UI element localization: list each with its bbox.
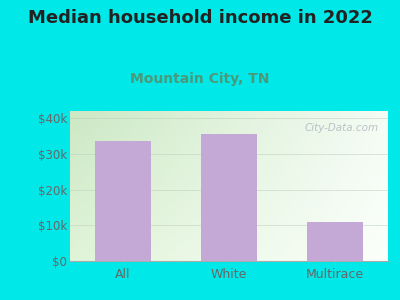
Bar	[96, 141, 150, 261]
Text: City-Data.com: City-Data.com	[304, 123, 378, 133]
Bar	[308, 222, 362, 261]
Bar	[202, 134, 256, 261]
Text: Mountain City, TN: Mountain City, TN	[130, 72, 270, 86]
Text: Median household income in 2022: Median household income in 2022	[28, 9, 372, 27]
